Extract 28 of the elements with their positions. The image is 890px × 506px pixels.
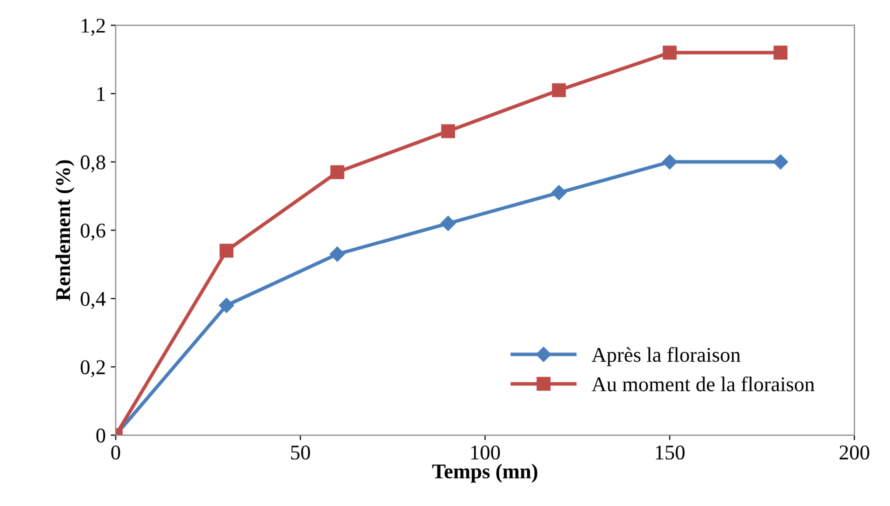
- legend-label: Au moment de la floraison: [592, 376, 814, 392]
- x-axis-title: Temps (mn): [432, 464, 538, 483]
- y-tick-label: 1,2: [82, 18, 105, 36]
- point: [551, 185, 566, 200]
- point: [552, 83, 566, 98]
- y-tick-label: 0,4: [80, 292, 106, 309]
- x-tick-label: 50: [291, 445, 310, 460]
- point: [330, 165, 344, 180]
- x-tick-label: 150: [656, 445, 685, 460]
- y-axis-title: Rendement (%): [55, 160, 74, 301]
- point: [774, 46, 788, 60]
- point: [440, 216, 456, 231]
- y-tick-label: 0: [96, 428, 106, 443]
- point: [662, 154, 678, 170]
- point: [330, 246, 345, 262]
- point: [218, 298, 234, 313]
- y-tick-label: 0,6: [80, 224, 106, 241]
- point: [441, 124, 456, 138]
- legend-label: Après la floraison: [592, 347, 740, 366]
- point: [772, 154, 788, 170]
- y-tick-label: 1: [97, 87, 105, 101]
- x-tick-label: 0: [111, 445, 120, 460]
- point: [220, 244, 234, 258]
- point: [662, 46, 677, 60]
- x-tick-label: 200: [840, 445, 870, 460]
- x-tick-label: 100: [471, 445, 500, 460]
- y-tick-label: 0,2: [80, 360, 105, 378]
- y-tick-label: 0,8: [80, 155, 106, 172]
